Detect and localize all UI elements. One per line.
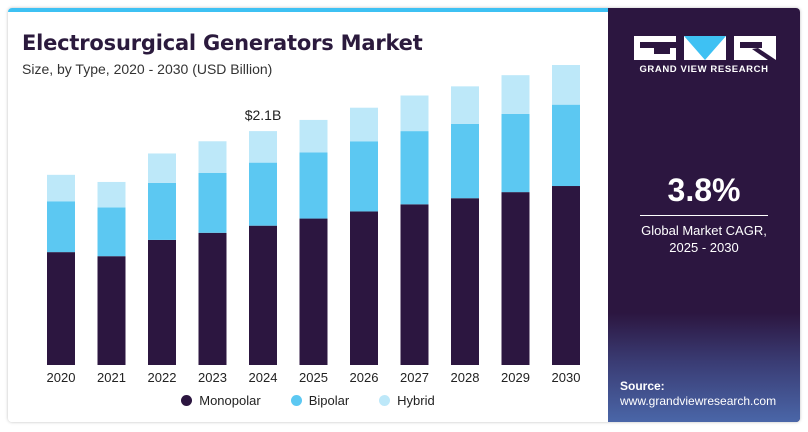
legend-label-hybrid: Hybrid xyxy=(397,392,435,408)
x-tick-label: 2027 xyxy=(400,370,429,385)
brand-name: GRAND VIEW RESEARCH xyxy=(639,64,769,75)
source-label: Source: xyxy=(620,379,665,393)
bar-monopolar-2025 xyxy=(299,218,328,365)
bar-hybrid-2030 xyxy=(552,65,580,105)
bar-hybrid-2020 xyxy=(47,174,75,202)
x-tick-label: 2022 xyxy=(148,370,177,385)
x-tick-label: 2023 xyxy=(198,370,227,385)
infographic-card: Electrosurgical Generators Market Size, … xyxy=(8,8,800,422)
panel-gradient xyxy=(608,313,800,422)
summary-panel: GRAND VIEW RESEARCH 3.8% Global Market C… xyxy=(608,8,800,422)
bar-bipolar-2023 xyxy=(198,172,227,233)
bar-monopolar-2022 xyxy=(148,239,176,365)
bar-hybrid-2025 xyxy=(299,119,328,153)
legend-label-monopolar: Monopolar xyxy=(199,392,261,408)
bar-hybrid-2021 xyxy=(97,181,126,208)
cagr-label-line1: Global Market CAGR, xyxy=(641,223,767,238)
bar-hybrid-2026 xyxy=(350,107,378,142)
bar-bipolar-2020 xyxy=(47,201,75,253)
bar-hybrid-2027 xyxy=(400,95,429,132)
chart-legend: Monopolar Bipolar Hybrid xyxy=(8,390,608,410)
stacked-bar-chart: 2020 2021 2022 2023 2024 $2.1B 2025 2026 2027 202… xyxy=(47,65,581,385)
legend-swatch-hybrid xyxy=(379,394,391,406)
cagr-label: Global Market CAGR, 2025 - 2030 xyxy=(608,222,800,256)
bar-monopolar-2027 xyxy=(400,204,429,365)
bar-hybrid-2022 xyxy=(148,153,176,183)
bar-hybrid-2024 xyxy=(249,131,277,163)
x-tick-label: 2028 xyxy=(451,370,480,385)
bar-bipolar-2021 xyxy=(97,207,126,257)
chart-panel: Electrosurgical Generators Market Size, … xyxy=(8,8,608,422)
chart-subtitle: Size, by Type, 2020 - 2030 (USD Billion) xyxy=(22,61,273,77)
legend-swatch-bipolar xyxy=(290,394,302,406)
bar-bipolar-2022 xyxy=(148,182,176,240)
bar-monopolar-2020 xyxy=(47,252,75,365)
bar-monopolar-2023 xyxy=(198,232,227,365)
accent-bar xyxy=(8,8,608,12)
bar-bipolar-2028 xyxy=(451,123,479,199)
cagr-value: 3.8% xyxy=(667,172,741,208)
x-tick-label: 2029 xyxy=(501,370,530,385)
bar-monopolar-2028 xyxy=(451,198,479,365)
cagr-label-line2: 2025 - 2030 xyxy=(669,240,739,255)
cagr-divider xyxy=(640,215,768,216)
bar-hybrid-2023 xyxy=(198,141,227,173)
legend-swatch-monopolar xyxy=(181,394,193,406)
bar-bipolar-2029 xyxy=(501,113,530,193)
bar-monopolar-2021 xyxy=(97,256,126,365)
bar-monopolar-2029 xyxy=(501,192,530,365)
x-tick-label: 2024 xyxy=(249,370,278,385)
x-tick-label: 2020 xyxy=(47,370,76,385)
bar-monopolar-2026 xyxy=(350,211,378,365)
x-tick-label: 2021 xyxy=(97,370,126,385)
bar-monopolar-2024 xyxy=(249,225,277,365)
data-label-2024: $2.1B xyxy=(245,107,282,123)
bar-hybrid-2028 xyxy=(451,86,479,124)
bar-bipolar-2030 xyxy=(552,104,580,187)
x-tick-label: 2026 xyxy=(350,370,379,385)
source-url[interactable]: www.grandviewresearch.com xyxy=(620,394,777,408)
bar-monopolar-2030 xyxy=(552,186,580,365)
x-tick-label: 2025 xyxy=(299,370,328,385)
bar-bipolar-2024 xyxy=(249,162,277,226)
legend-item-monopolar: Monopolar xyxy=(181,392,261,408)
bar-hybrid-2029 xyxy=(501,75,530,114)
legend-label-bipolar: Bipolar xyxy=(308,392,350,408)
legend-item-hybrid: Hybrid xyxy=(379,393,435,408)
bar-bipolar-2027 xyxy=(400,131,429,205)
grand-view-research-logo-icon xyxy=(634,36,776,60)
chart-title: Electrosurgical Generators Market xyxy=(22,31,423,55)
bar-bipolar-2025 xyxy=(299,152,328,219)
legend-item-bipolar: Bipolar xyxy=(290,392,350,408)
bar-bipolar-2026 xyxy=(350,141,378,212)
x-tick-label: 2030 xyxy=(552,370,581,385)
